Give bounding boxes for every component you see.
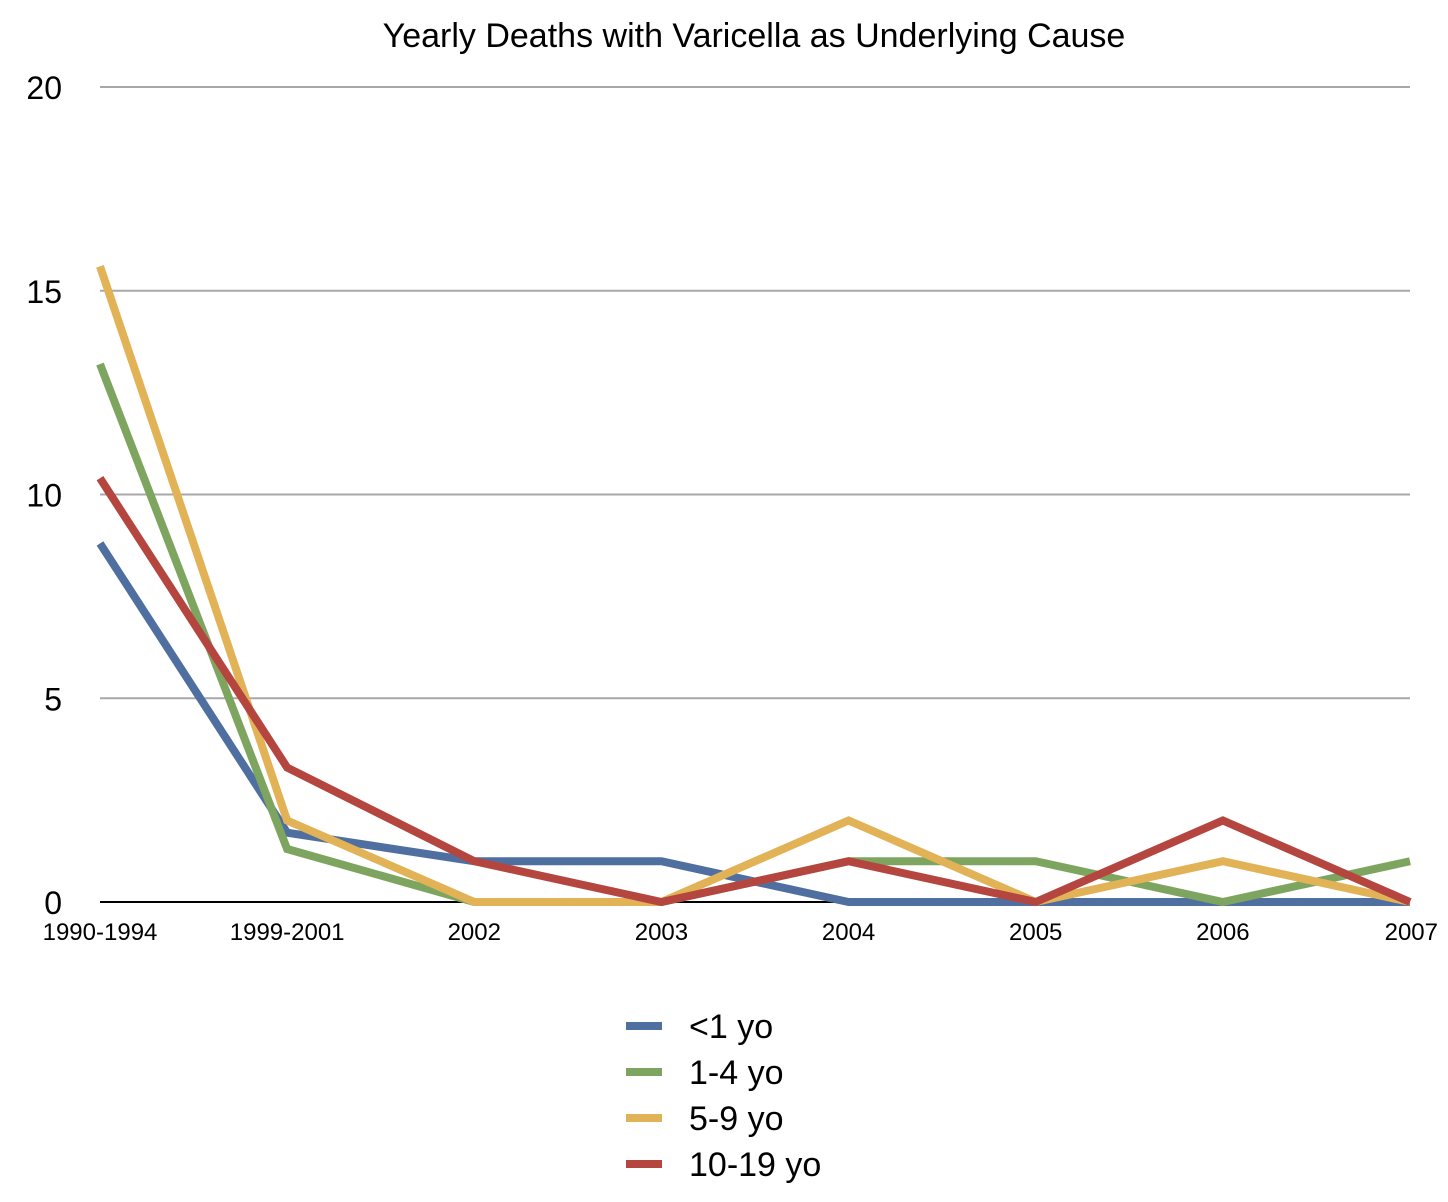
legend-label: 1-4 yo (689, 1054, 784, 1092)
y-tick-label: 20 (26, 70, 62, 106)
legend-label: <1 yo (689, 1008, 773, 1046)
chart-title: Yearly Deaths with Varicella as Underlyi… (383, 17, 1126, 55)
x-tick-label: 2003 (635, 919, 688, 946)
x-tick-label: 2006 (1196, 919, 1249, 946)
legend-label: 10-19 yo (689, 1146, 821, 1184)
x-tick-label: 2004 (822, 919, 875, 946)
legend-label: 5-9 yo (689, 1100, 784, 1138)
series-lines (96, 265, 1412, 907)
series-line-2 (96, 265, 1411, 907)
gridlines (100, 86, 1410, 700)
legend: <1 yo 1-4 yo 5-9 yo 10-19 yo (626, 1008, 821, 1184)
y-tick-label: 5 (44, 681, 62, 717)
x-axis-ticks: 1990-1994 1999-2001 2002 2003 2004 2005 2006 20… (43, 919, 1438, 946)
x-tick-label: 1990-1994 (43, 919, 158, 946)
x-tick-label: 1999-2001 (230, 919, 345, 946)
x-tick-label: 2007 (1385, 919, 1438, 946)
x-tick-label: 2005 (1009, 919, 1062, 946)
y-tick-label: 15 (26, 274, 62, 310)
y-tick-label: 10 (26, 478, 62, 514)
y-tick-label: 0 (44, 885, 62, 921)
y-axis-ticks: 0 5 10 15 20 (26, 70, 62, 921)
series-line-3 (96, 476, 1412, 907)
x-tick-label: 2002 (448, 919, 501, 946)
